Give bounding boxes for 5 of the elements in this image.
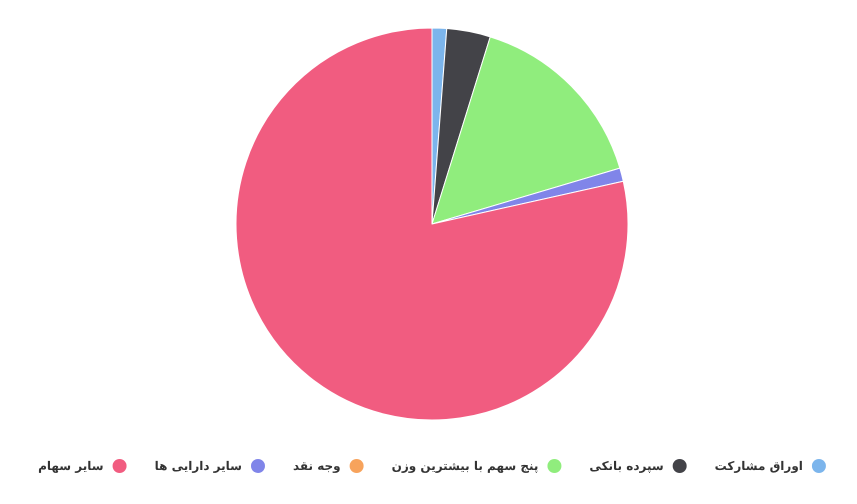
legend-label: سپرده بانکی (589, 459, 664, 473)
legend-label: وجه نقد (292, 459, 341, 473)
legend-label: سایر سهام (38, 459, 104, 473)
legend-label: سایر دارایی ها (154, 459, 242, 473)
legend-label: اوراق مشارکت (714, 459, 803, 473)
